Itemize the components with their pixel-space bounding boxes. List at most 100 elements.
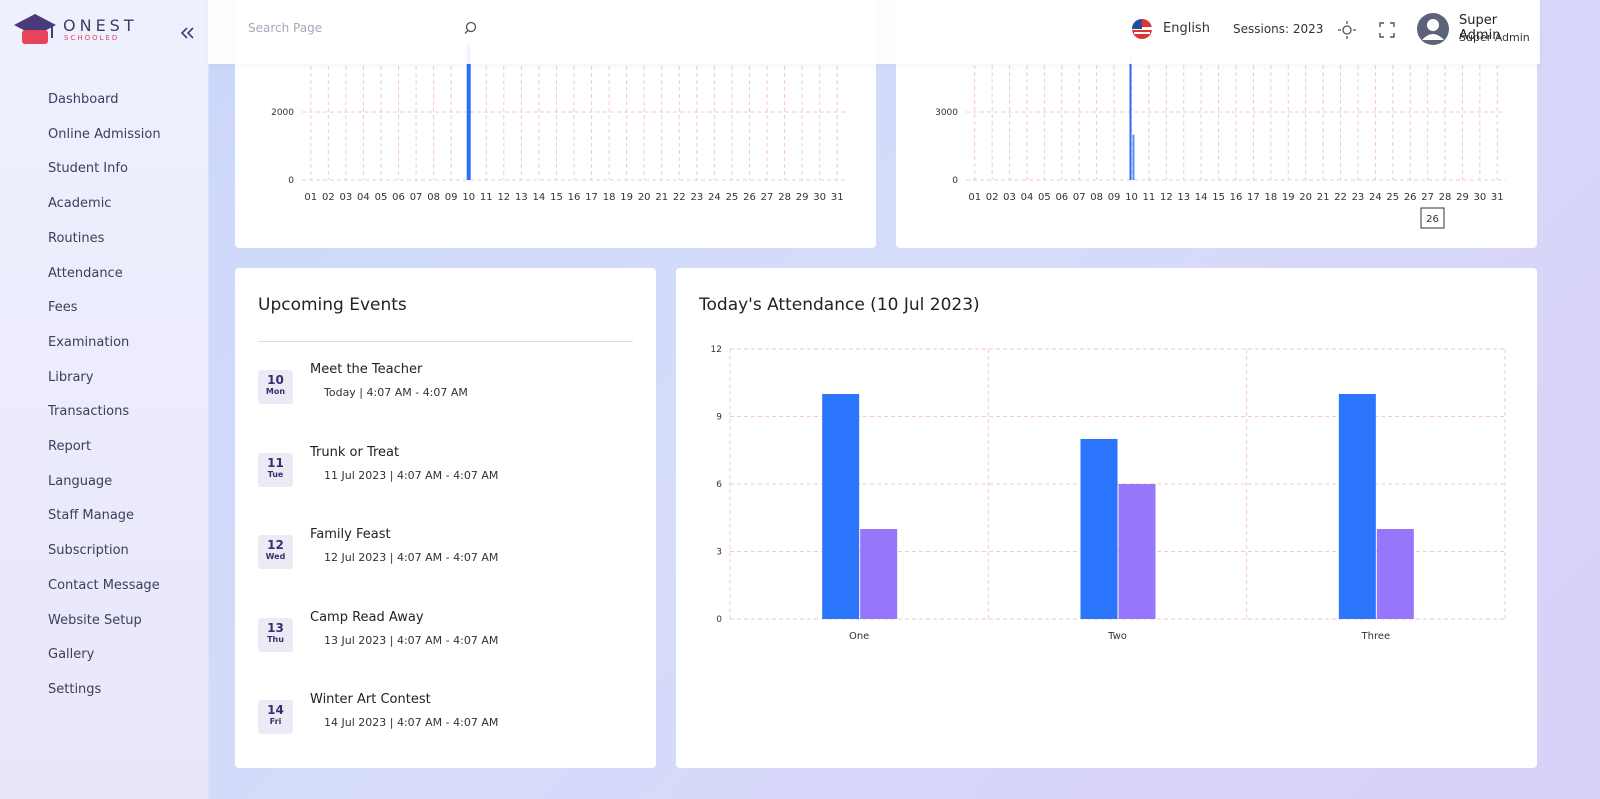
- x-tick-label: 21: [1317, 192, 1330, 203]
- x-tick-label: 30: [813, 192, 826, 203]
- menu-item[interactable]: Subscription: [48, 543, 129, 559]
- event-day: 10: [267, 373, 284, 387]
- x-tick-label: 14: [1195, 192, 1208, 203]
- x-tick-label: 28: [778, 192, 791, 203]
- x-tick-label: 10: [462, 192, 475, 203]
- flag-icon[interactable]: [1131, 18, 1153, 40]
- menu-item[interactable]: Fees: [48, 300, 78, 316]
- date-badge: 11 Tue: [258, 452, 293, 487]
- event-time: 13 Jul 2023 | 4:07 AM - 4:07 AM: [324, 633, 499, 647]
- menu-item[interactable]: Academic: [48, 196, 112, 212]
- bar: [1338, 394, 1376, 619]
- event-time: 12 Jul 2023 | 4:07 AM - 4:07 AM: [324, 551, 499, 564]
- session-selector[interactable]: Sessions: 2023: [1233, 22, 1324, 36]
- event-day: 12: [267, 538, 284, 552]
- menu-item[interactable]: Website Setup: [48, 612, 142, 628]
- x-tick-label: 05: [375, 192, 388, 203]
- logo-icon: [14, 14, 56, 44]
- event-title: Meet the Teacher: [310, 362, 423, 377]
- x-tick-label: 04: [357, 192, 370, 203]
- menu-item[interactable]: Dashboard: [48, 92, 119, 107]
- bar: [466, 44, 471, 180]
- y-tick-label: 12: [711, 345, 722, 355]
- brand-name: ONEST: [63, 16, 138, 35]
- x-tick-label: 12: [497, 192, 510, 203]
- user-name[interactable]: Super Admin: [1459, 13, 1501, 43]
- menu-item[interactable]: Language: [48, 473, 113, 489]
- menu-item[interactable]: Library: [48, 369, 94, 385]
- fullscreen-toggle[interactable]: [1379, 22, 1395, 38]
- x-tick-label: 26: [1404, 192, 1417, 203]
- menu-item[interactable]: Online Admission: [48, 126, 161, 142]
- x-tick-label: 13: [515, 192, 528, 203]
- date-badge: 12 Wed: [258, 535, 293, 569]
- brand-tagline: SCHOOLED: [64, 34, 120, 42]
- x-tick-label: 19: [620, 192, 633, 203]
- search-input[interactable]: Search Page: [248, 21, 323, 35]
- bar: [1132, 134, 1135, 180]
- menu-item[interactable]: Transactions: [48, 404, 130, 420]
- y-tick-label: 3000: [935, 108, 958, 118]
- x-tick-label: 13: [1177, 192, 1190, 203]
- bar: [860, 529, 898, 619]
- x-tick-label: 27: [1421, 192, 1434, 203]
- x-tick-label: 11: [1143, 192, 1156, 203]
- language-selector[interactable]: English: [1163, 21, 1210, 36]
- x-tick-label: 17: [1247, 192, 1260, 203]
- event-day: 13: [267, 620, 284, 635]
- x-tick-label: Three: [1361, 631, 1391, 642]
- x-tick-label: 18: [603, 192, 616, 203]
- bar: [1118, 484, 1156, 619]
- menu-item[interactable]: Staff Manage: [48, 508, 135, 524]
- y-tick-label: 6: [716, 480, 722, 490]
- x-tick-label: 05: [1038, 192, 1051, 203]
- x-tick-label: 02: [986, 192, 999, 203]
- x-tick-label: 09: [445, 192, 458, 203]
- x-tick-label: 03: [1003, 192, 1016, 203]
- divider: [258, 341, 633, 342]
- events-card: Upcoming Events 10 Mon Meet the Teacher Tod…: [235, 268, 656, 768]
- x-tick-label: 18: [1264, 192, 1277, 203]
- x-tick-label: 07: [1073, 192, 1086, 203]
- event-weekday: Wed: [265, 552, 286, 561]
- event-weekday: Fri: [269, 717, 282, 726]
- event-title: Family Feast: [310, 527, 391, 542]
- menu-item[interactable]: Gallery: [48, 647, 95, 663]
- x-tick-label: 16: [1230, 192, 1243, 203]
- x-tick-label: 08: [1090, 192, 1103, 203]
- user-avatar[interactable]: [1416, 12, 1450, 46]
- menu-item[interactable]: Attendance: [48, 265, 123, 281]
- menu-item[interactable]: Settings: [48, 681, 102, 697]
- menu-item[interactable]: Contact Message: [48, 577, 160, 593]
- x-tick-label: Two: [1107, 631, 1127, 642]
- event-time: Today | 4:07 AM - 4:07 AM: [324, 386, 468, 399]
- tooltip-box: [1420, 207, 1445, 229]
- bar: [1080, 439, 1118, 619]
- y-tick-label: 0: [288, 176, 294, 186]
- x-tick-label: 20: [1299, 192, 1312, 203]
- x-tick-label: One: [849, 631, 869, 642]
- x-tick-label: 08: [427, 192, 440, 203]
- x-tick-label: 24: [708, 192, 721, 203]
- user-role: Super Admin: [1459, 31, 1530, 44]
- events-title: Upcoming Events: [258, 295, 407, 315]
- bar: [1129, 55, 1132, 181]
- menu-item[interactable]: Routines: [48, 230, 105, 246]
- theme-toggle[interactable]: [1338, 21, 1356, 39]
- x-tick-label: 24: [1369, 192, 1382, 203]
- menu-item[interactable]: Report: [48, 439, 92, 454]
- x-tick-label: 20: [638, 192, 651, 203]
- menu-item[interactable]: Student Info: [48, 161, 128, 177]
- search-icon[interactable]: [463, 21, 477, 35]
- menu-item[interactable]: Examination: [48, 334, 130, 350]
- x-tick-label: 07: [410, 192, 423, 203]
- collapse-button[interactable]: [180, 26, 194, 40]
- x-tick-label: 23: [1352, 192, 1365, 203]
- x-tick-label: 11: [480, 192, 493, 203]
- x-tick-label: 26: [743, 192, 756, 203]
- x-tick-label: 25: [726, 192, 739, 203]
- y-tick-label: 2000: [271, 108, 294, 118]
- x-tick-label: 29: [796, 192, 809, 203]
